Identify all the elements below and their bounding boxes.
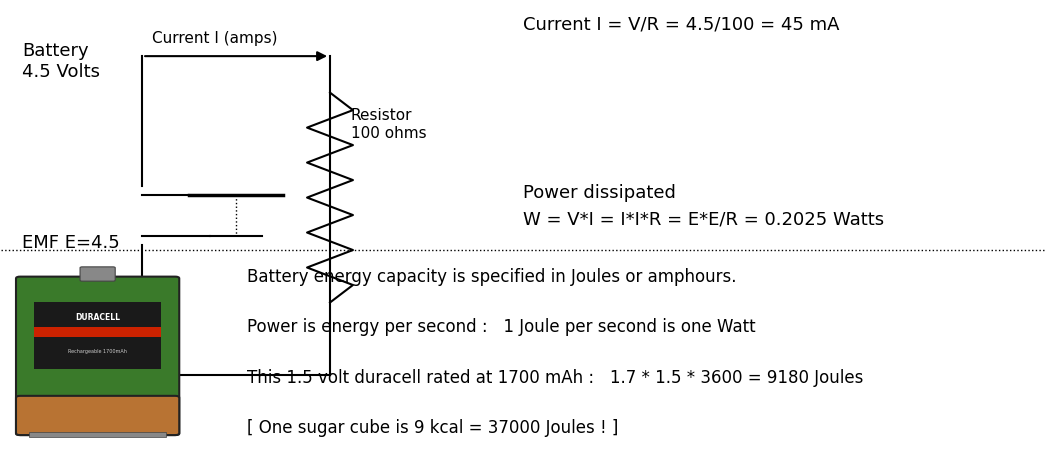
Bar [33, 302, 161, 369]
Text: Rechargeable 1700mAh: Rechargeable 1700mAh [68, 349, 127, 354]
Text: Battery energy capacity is specified in Joules or amphours.: Battery energy capacity is specified in … [247, 268, 736, 286]
Text: Power dissipated
W = V*I = I*I*R = E*E/R = 0.2025 Watts: Power dissipated W = V*I = I*I*R = E*E/R… [523, 184, 884, 228]
FancyBboxPatch shape [16, 396, 179, 435]
Text: Battery
4.5 Volts: Battery 4.5 Volts [22, 42, 100, 81]
Text: This 1.5 volt duracell rated at 1700 mAh :   1.7 * 1.5 * 3600 = 9180 Joules: This 1.5 volt duracell rated at 1700 mAh… [247, 369, 863, 386]
FancyBboxPatch shape [16, 277, 179, 435]
Text: Power is energy per second :   1 Joule per second is one Watt: Power is energy per second : 1 Joule per… [247, 319, 755, 336]
Bar [33, 327, 161, 337]
FancyBboxPatch shape [81, 267, 115, 281]
Text: EMF E=4.5: EMF E=4.5 [22, 234, 120, 252]
Bar [29, 432, 166, 437]
Text: Resistor
100 ohms: Resistor 100 ohms [350, 108, 427, 141]
Text: DURACELL: DURACELL [75, 313, 120, 322]
Text: [ One sugar cube is 9 kcal = 37000 Joules ! ]: [ One sugar cube is 9 kcal = 37000 Joule… [247, 419, 618, 437]
Text: Current I (amps): Current I (amps) [153, 31, 278, 46]
Text: Current I = V/R = 4.5/100 = 45 mA: Current I = V/R = 4.5/100 = 45 mA [523, 15, 840, 33]
